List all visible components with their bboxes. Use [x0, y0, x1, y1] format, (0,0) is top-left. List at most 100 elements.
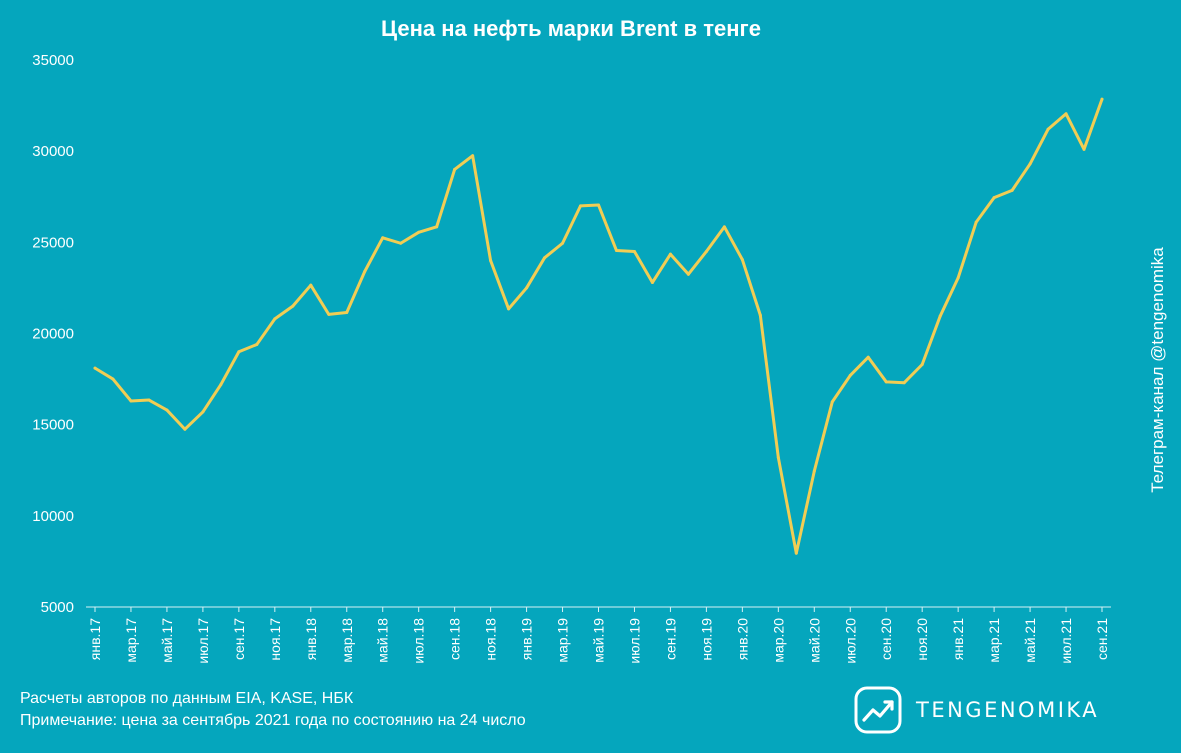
data-point — [614, 249, 618, 253]
data-point — [561, 241, 565, 245]
data-point — [471, 154, 475, 158]
data-point — [956, 276, 960, 280]
brand-logo: TENGENOMIKA — [854, 686, 1099, 734]
y-tick-label: 30000 — [32, 143, 74, 160]
x-tick-label: май.19 — [591, 618, 607, 663]
data-point — [237, 350, 241, 354]
data-point — [938, 314, 942, 318]
data-point — [848, 373, 852, 377]
x-tick-label: янв.17 — [87, 618, 103, 660]
x-tick-label: сен.18 — [447, 618, 463, 660]
y-tick-label: 15000 — [32, 417, 74, 434]
data-point — [740, 258, 744, 262]
source-note: Расчеты авторов по данным EIA, KASE, НБК — [20, 690, 354, 707]
data-point — [417, 230, 421, 234]
data-point — [1082, 147, 1086, 151]
y-axis: 5000 10000 15000 20000 25000 30000 35000 — [32, 52, 74, 616]
data-point — [363, 270, 367, 274]
data-point — [884, 380, 888, 384]
x-tick-label: июл.17 — [195, 618, 211, 664]
data-point — [1064, 112, 1068, 116]
x-tick-label: мар.17 — [123, 618, 139, 663]
x-tick-label: ноя.18 — [483, 618, 499, 661]
y-tick-label: 10000 — [32, 508, 74, 525]
data-point — [345, 311, 349, 315]
y-tick-label: 20000 — [32, 326, 74, 343]
data-point — [309, 283, 313, 287]
data-point — [165, 408, 169, 412]
data-point — [579, 204, 583, 208]
data-point — [830, 400, 834, 404]
price-note: Примечание: цена за сентябрь 2021 года п… — [20, 712, 526, 729]
x-tick-label: ноя.19 — [698, 618, 714, 661]
x-tick-label: май.17 — [159, 618, 175, 663]
data-point — [920, 362, 924, 366]
data-point — [183, 427, 187, 431]
data-point — [525, 286, 529, 290]
data-point — [435, 225, 439, 229]
x-tick-label: мар.21 — [986, 618, 1002, 663]
data-point — [794, 551, 798, 555]
x-tick-label: май.20 — [806, 618, 822, 663]
data-point — [255, 342, 259, 346]
data-point — [632, 249, 636, 253]
data-point — [776, 455, 780, 459]
data-point — [704, 249, 708, 253]
data-point — [597, 203, 600, 207]
data-point — [327, 312, 331, 316]
x-tick-label: сен.17 — [231, 618, 247, 660]
data-point — [1100, 97, 1104, 101]
x-tick-label: мар.19 — [555, 618, 571, 663]
data-point — [219, 383, 223, 387]
x-tick-label: июл.20 — [842, 618, 858, 664]
data-point — [273, 317, 277, 321]
data-points — [93, 97, 1104, 555]
x-tick-label: май.21 — [1022, 618, 1038, 663]
data-point — [201, 410, 205, 414]
data-point — [381, 236, 385, 240]
x-tick-label: янв.20 — [734, 618, 750, 660]
data-point — [453, 167, 457, 171]
data-point — [111, 377, 115, 381]
data-point — [1046, 127, 1050, 131]
data-point — [1028, 162, 1032, 166]
data-point — [686, 272, 690, 276]
chart-title: Цена на нефть марки Brent в тенге — [381, 16, 761, 41]
x-tick-label: сен.19 — [662, 618, 678, 660]
data-point — [1010, 188, 1014, 192]
x-tick-label: ноя.17 — [267, 618, 283, 661]
y-tick-label: 5000 — [41, 599, 74, 616]
data-point — [507, 307, 511, 311]
data-point — [93, 366, 97, 370]
y-tick-label: 25000 — [32, 234, 74, 251]
chart-up-logo-icon — [854, 686, 902, 734]
data-point — [974, 220, 978, 224]
data-point — [812, 469, 816, 473]
x-tick-label: июл.18 — [411, 618, 427, 664]
data-point — [722, 225, 726, 229]
footer: Расчеты авторов по данным EIA, KASE, НБК… — [20, 688, 526, 732]
x-tick-label: июл.21 — [1058, 618, 1074, 664]
data-point — [489, 259, 493, 263]
data-point — [129, 399, 133, 403]
x-tick-label: янв.21 — [950, 618, 966, 660]
data-point — [668, 252, 672, 256]
x-tick-label: мар.18 — [339, 618, 355, 663]
y-tick-label: 35000 — [32, 52, 74, 69]
data-point — [543, 256, 547, 260]
x-tick-label: янв.19 — [519, 618, 535, 660]
x-tick-label: май.18 — [375, 618, 391, 663]
data-point — [399, 241, 403, 245]
telegram-channel-label: Телеграм-канал @tengenomika — [1148, 247, 1167, 493]
series-line — [93, 97, 1104, 555]
data-point — [866, 355, 870, 359]
x-axis: янв.17 мар.17 май.17 июл.17 сен.17 ноя.17 янв.… — [87, 607, 1110, 664]
data-point — [758, 313, 762, 317]
x-tick-label: сен.21 — [1094, 618, 1110, 660]
x-tick-label: июл.19 — [626, 618, 642, 664]
data-point — [650, 280, 654, 284]
data-point — [992, 196, 996, 200]
data-point — [902, 381, 906, 385]
data-point — [147, 398, 151, 402]
